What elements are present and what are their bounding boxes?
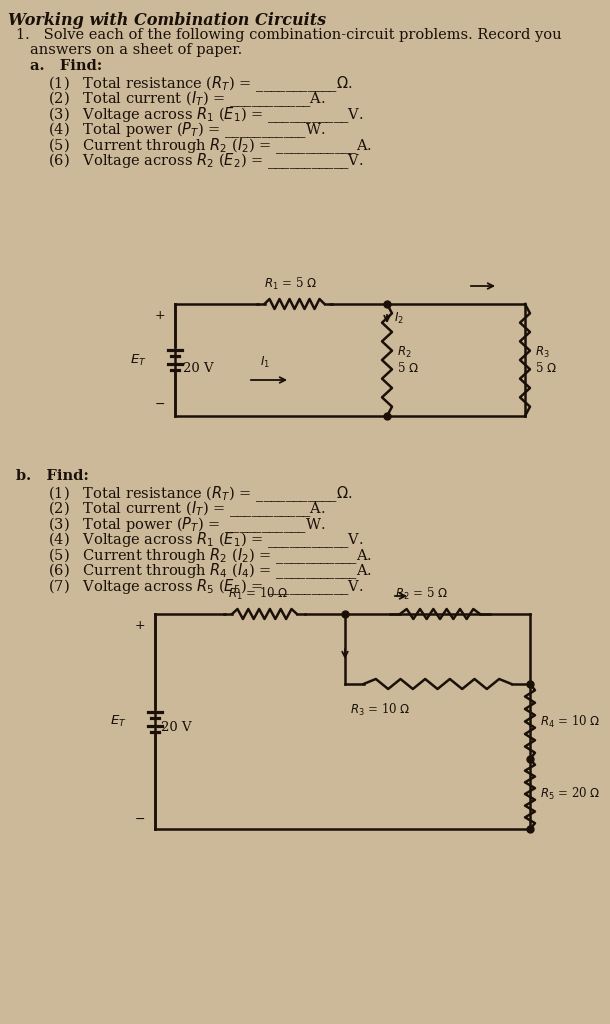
Text: (2)   Total current ($I_T$) = ___________A.: (2) Total current ($I_T$) = ___________A… <box>48 89 326 110</box>
Text: $R_1$ = 10 $\Omega$: $R_1$ = 10 $\Omega$ <box>228 586 289 602</box>
Text: (1)   Total resistance ($R_T$) = ___________$\Omega$.: (1) Total resistance ($R_T$) = _________… <box>48 74 353 94</box>
Text: (2)   Total current ($I_T$) = ___________A.: (2) Total current ($I_T$) = ___________A… <box>48 500 326 519</box>
Text: $R_5$ = 20 $\Omega$: $R_5$ = 20 $\Omega$ <box>540 786 600 802</box>
Text: (6)   Current through $R_4$ ($I_4$) = ___________A.: (6) Current through $R_4$ ($I_4$) = ____… <box>48 561 372 582</box>
Text: answers on a sheet of paper.: answers on a sheet of paper. <box>30 43 242 57</box>
Text: +: + <box>154 309 165 322</box>
Text: 5 $\Omega$: 5 $\Omega$ <box>535 361 557 375</box>
Text: $E_T$: $E_T$ <box>110 714 127 729</box>
Text: −: − <box>134 813 145 826</box>
Text: (4)   Total power ($P_T$) = ___________W.: (4) Total power ($P_T$) = ___________W. <box>48 121 325 140</box>
Text: a.   Find:: a. Find: <box>30 59 102 73</box>
Text: (3)   Total power ($P_T$) = ___________W.: (3) Total power ($P_T$) = ___________W. <box>48 515 325 535</box>
Text: $R_3$ = 10 $\Omega$: $R_3$ = 10 $\Omega$ <box>350 702 411 718</box>
Text: (5)   Current through $R_2$ ($I_2$) = ___________A.: (5) Current through $R_2$ ($I_2$) = ____… <box>48 546 372 565</box>
Text: $I_1$: $I_1$ <box>260 355 270 370</box>
Text: $R_3$: $R_3$ <box>535 344 550 359</box>
Text: (1)   Total resistance ($R_T$) = ___________$\Omega$.: (1) Total resistance ($R_T$) = _________… <box>48 484 353 504</box>
Text: 20 V: 20 V <box>183 361 214 375</box>
Text: 20 V: 20 V <box>161 721 192 734</box>
Text: $E_T$: $E_T$ <box>131 352 147 368</box>
Text: −: − <box>154 398 165 411</box>
Text: $R_2$: $R_2$ <box>397 344 412 359</box>
Text: $R_2$ = 5 $\Omega$: $R_2$ = 5 $\Omega$ <box>395 586 448 602</box>
Text: (4)   Voltage across $R_1$ ($E_1$) = ___________V.: (4) Voltage across $R_1$ ($E_1$) = _____… <box>48 530 364 550</box>
Text: b.   Find:: b. Find: <box>16 469 89 483</box>
Text: +: + <box>134 618 145 632</box>
Text: 5 $\Omega$: 5 $\Omega$ <box>397 361 419 375</box>
Text: (6)   Voltage across $R_2$ ($E_2$) = ___________V.: (6) Voltage across $R_2$ ($E_2$) = _____… <box>48 152 364 171</box>
Text: (3)   Voltage across $R_1$ ($E_1$) = ___________V.: (3) Voltage across $R_1$ ($E_1$) = _____… <box>48 105 364 125</box>
Text: Working with Combination Circuits: Working with Combination Circuits <box>8 12 326 29</box>
Text: (5)   Current through $R_2$ ($I_2$) = ___________A.: (5) Current through $R_2$ ($I_2$) = ____… <box>48 136 372 156</box>
Text: (7)   Voltage across $R_5$ ($E_5$) = ___________V.: (7) Voltage across $R_5$ ($E_5$) = _____… <box>48 577 364 597</box>
Text: 1.   Solve each of the following combination-circuit problems. Record you: 1. Solve each of the following combinati… <box>16 28 562 42</box>
Text: $R_1$ = 5 $\Omega$: $R_1$ = 5 $\Omega$ <box>264 275 317 292</box>
Text: $I_2$: $I_2$ <box>394 310 404 326</box>
Text: $R_4$ = 10 $\Omega$: $R_4$ = 10 $\Omega$ <box>540 714 600 729</box>
